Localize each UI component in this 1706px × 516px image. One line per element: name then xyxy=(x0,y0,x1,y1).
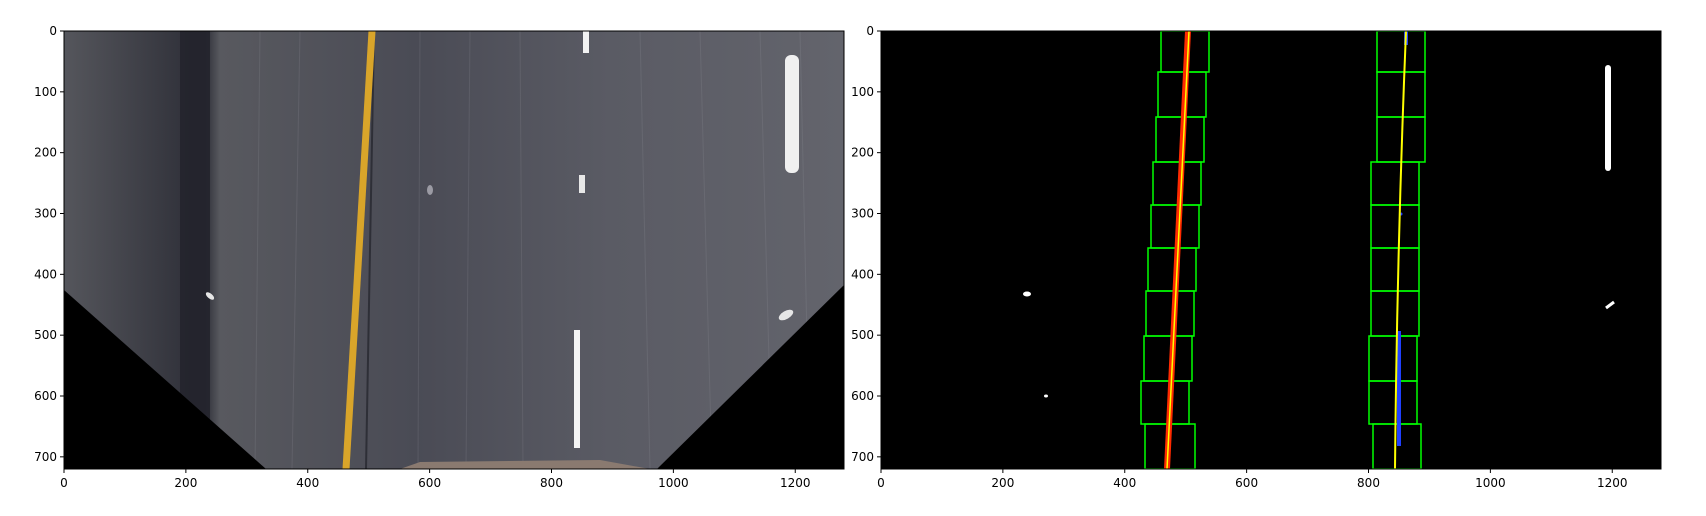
warped-road-panel: 0 200 400 600 800 1000 1200 0 100 200 300 400 500 60… xyxy=(34,24,845,490)
right-x-tick-label: 1000 xyxy=(1475,476,1506,490)
right-y-tick-label: 400 xyxy=(851,267,874,281)
right-y-tick-label: 200 xyxy=(851,146,874,160)
left-y-tick-label: 200 xyxy=(34,146,57,160)
left-y-tick-label: 700 xyxy=(34,450,57,464)
left-x-tick-label: 200 xyxy=(174,476,197,490)
left-axes-frame xyxy=(63,30,845,470)
binary-lane-image xyxy=(881,31,1661,469)
right-y-tick-label: 0 xyxy=(866,24,874,38)
left-y-tick-label: 0 xyxy=(49,24,57,38)
right-y-tick-label: 700 xyxy=(851,450,874,464)
right-y-tick-label: 500 xyxy=(851,328,874,342)
left-y-tick-label: 600 xyxy=(34,389,57,403)
left-y-tick-label: 300 xyxy=(34,207,57,221)
noise-speck xyxy=(1605,300,1615,310)
right-lane-windows xyxy=(1368,31,1426,469)
left-x-tick-label: 1200 xyxy=(780,476,811,490)
left-x-axis: 0 200 400 600 800 1000 1200 xyxy=(60,469,811,490)
right-fit-line xyxy=(1394,31,1407,469)
right-x-axis: 0 200 400 600 800 1000 1200 xyxy=(877,469,1628,490)
left-x-tick-label: 0 xyxy=(60,476,68,490)
sliding-window-panel: 0 200 400 600 800 1000 1200 0 100 200 300 400 500 60… xyxy=(851,24,1662,490)
left-x-tick-label: 800 xyxy=(540,476,563,490)
left-y-axis: 0 100 200 300 400 500 600 700 xyxy=(34,24,64,464)
right-x-tick-label: 600 xyxy=(1235,476,1258,490)
left-x-tick-label: 600 xyxy=(418,476,441,490)
right-x-tick-label: 0 xyxy=(877,476,885,490)
right-x-tick-label: 400 xyxy=(1113,476,1136,490)
right-x-tick-label: 800 xyxy=(1357,476,1380,490)
right-x-tick-label: 1200 xyxy=(1597,476,1628,490)
right-edge-marking xyxy=(1605,65,1611,171)
left-x-tick-label: 400 xyxy=(296,476,319,490)
warped-road-image xyxy=(64,31,844,469)
left-y-tick-label: 500 xyxy=(34,328,57,342)
right-y-tick-label: 100 xyxy=(851,85,874,99)
noise-speck xyxy=(1023,291,1031,297)
left-y-tick-label: 100 xyxy=(34,85,57,99)
right-y-tick-label: 600 xyxy=(851,389,874,403)
left-x-tick-label: 1000 xyxy=(658,476,689,490)
right-x-tick-label: 200 xyxy=(991,476,1014,490)
left-fit-line xyxy=(1166,31,1190,469)
yellow-lane-line xyxy=(342,31,376,469)
right-y-axis: 0 100 200 300 400 500 600 700 xyxy=(851,24,881,464)
right-y-tick-label: 300 xyxy=(851,207,874,221)
left-y-tick-label: 400 xyxy=(34,267,57,281)
noise-speck xyxy=(1044,394,1048,398)
right-axes-frame xyxy=(880,30,1662,470)
